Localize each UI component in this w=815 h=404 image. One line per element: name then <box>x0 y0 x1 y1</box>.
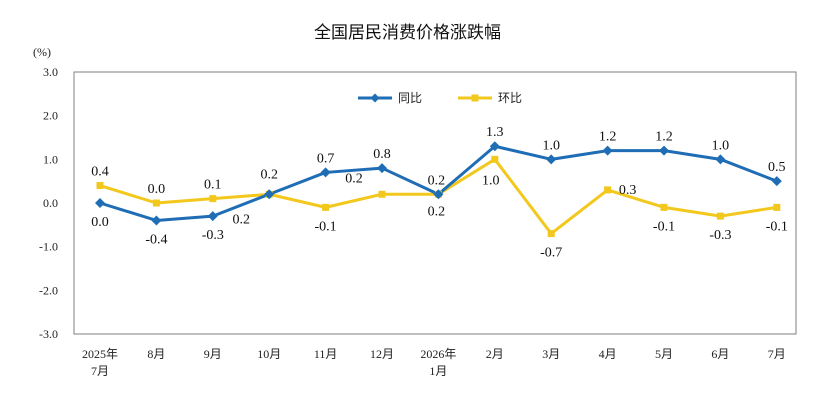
data-point-yoy <box>377 163 387 174</box>
x-tick-label: 5月 <box>655 347 673 361</box>
x-tick-label: 11月 <box>314 347 338 361</box>
x-tick-label: 12月 <box>370 347 394 361</box>
x-tick-label: 6月 <box>711 347 729 361</box>
x-tick-label: 3月 <box>542 347 560 361</box>
data-point-mom <box>491 155 499 163</box>
data-point-mom <box>716 212 724 220</box>
x-tick-label: 10月 <box>257 347 281 361</box>
x-axis-ticks: 2025年 7月 8月 9月 10月 11月 12月 2026年 1月 2月 3月 4月 5月 6月 7月 <box>82 347 786 378</box>
x-tick-label: 2025年 <box>82 347 118 361</box>
data-point-mom <box>322 203 330 211</box>
y-axis-ticks: 3.0 2.0 1.0 0.0 -1.0 -2.0 -3.0 <box>39 65 58 341</box>
x-tick-label: 2026年 <box>420 347 456 361</box>
legend-marker-mom <box>471 94 479 102</box>
data-label-mom: 0.3 <box>619 183 637 198</box>
y-tick-label: 1.0 <box>43 152 58 166</box>
data-point-yoy <box>433 189 444 200</box>
legend-marker-yoy <box>370 93 380 103</box>
data-label-mom: -0.3 <box>709 228 731 243</box>
data-label-mom: 0.1 <box>204 178 222 193</box>
data-label-mom: 0.2 <box>345 171 363 186</box>
plot-area-frame <box>73 71 797 335</box>
data-label-yoy: 1.0 <box>712 138 730 153</box>
data-point-yoy <box>771 176 782 187</box>
data-point-yoy <box>715 154 726 165</box>
data-point-mom <box>96 182 104 190</box>
data-label-yoy: 1.2 <box>655 130 673 145</box>
data-label-yoy: 0.5 <box>768 160 786 175</box>
data-label-yoy: 0.2 <box>428 173 446 188</box>
data-point-mom <box>209 195 217 203</box>
data-point-yoy <box>489 141 500 152</box>
data-label-mom: 0.4 <box>91 165 109 180</box>
data-point-yoy <box>151 215 162 226</box>
x-tick-label: 9月 <box>204 347 222 361</box>
chart-title: 全国居民消费价格涨跌幅 <box>314 23 501 43</box>
legend: 同比 环比 <box>358 91 522 105</box>
data-point-yoy <box>207 211 218 222</box>
data-labels: 0.0 -0.4 -0.3 0.2 0.7 0.8 0.2 1.3 1.0 1.2 1.2 1.0 0.… <box>91 125 788 260</box>
data-point-yoy <box>264 189 275 200</box>
x-tick-label: 8月 <box>147 347 165 361</box>
data-label-mom: -0.1 <box>766 219 788 234</box>
data-label-yoy: -0.4 <box>145 232 167 247</box>
data-label-yoy: 0.2 <box>232 212 250 227</box>
data-point-yoy <box>659 145 669 156</box>
data-point-mom <box>378 190 386 198</box>
data-point-mom <box>152 199 160 207</box>
data-label-yoy: 1.2 <box>599 130 617 145</box>
data-label-mom: -0.1 <box>653 219 675 234</box>
y-tick-label: 3.0 <box>43 65 58 79</box>
x-tick-label: 7月 <box>91 364 109 378</box>
data-point-yoy <box>602 145 613 156</box>
legend-label-yoy: 同比 <box>398 91 422 105</box>
data-label-mom: 0.2 <box>260 167 278 182</box>
data-label-mom: 0.0 <box>148 182 166 197</box>
x-tick-label: 4月 <box>599 347 617 361</box>
data-point-mom <box>547 230 555 238</box>
y-tick-label: -1.0 <box>39 240 58 254</box>
data-label-mom: -0.1 <box>315 219 337 234</box>
x-tick-label: 2月 <box>486 347 504 361</box>
y-tick-label: -3.0 <box>39 327 58 341</box>
series-markers <box>95 141 782 238</box>
data-point-yoy <box>546 154 557 165</box>
y-tick-label: 2.0 <box>43 109 58 123</box>
y-axis-unit-label: (%) <box>33 45 51 59</box>
data-label-yoy: 0.0 <box>91 215 109 230</box>
data-label-mom: 0.2 <box>428 204 446 219</box>
data-label-yoy: 1.0 <box>542 138 560 153</box>
data-label-yoy: 0.8 <box>373 147 391 162</box>
legend-label-mom: 环比 <box>498 91 522 105</box>
data-point-yoy <box>320 167 331 178</box>
data-label-mom: 1.0 <box>482 173 500 188</box>
y-tick-label: 0.0 <box>43 196 58 210</box>
y-tick-label: -2.0 <box>39 283 58 297</box>
data-point-mom <box>773 203 781 211</box>
data-label-yoy: -0.3 <box>202 228 224 243</box>
data-point-yoy <box>95 198 105 208</box>
x-tick-label: 7月 <box>768 347 786 361</box>
data-label-yoy: 0.7 <box>317 151 335 166</box>
x-tick-label: 1月 <box>429 364 447 378</box>
data-label-yoy: 1.3 <box>486 125 504 140</box>
data-point-mom <box>604 186 612 194</box>
data-label-mom: -0.7 <box>540 246 562 261</box>
data-point-mom <box>660 203 668 211</box>
